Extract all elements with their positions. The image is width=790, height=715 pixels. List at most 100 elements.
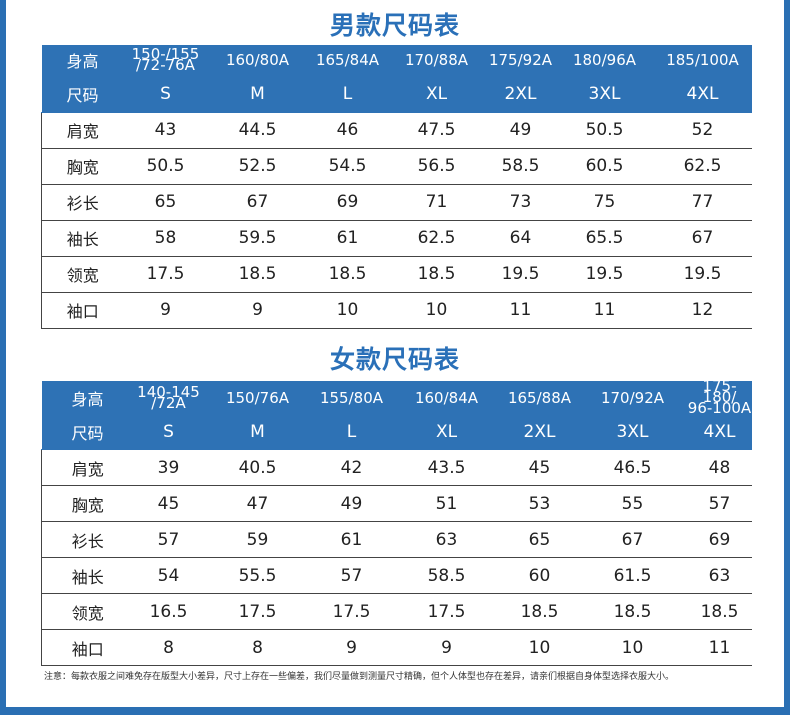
measurement-value: 45 [501, 449, 578, 486]
measurement-value: 9 [391, 629, 502, 666]
height-cell: 150-/155/72-76A [123, 45, 208, 77]
measurement-value: 50.5 [123, 148, 208, 185]
women-size-table: 身高 140-145/72A 150/76A 155/80A 160/84A 165/88… [41, 381, 752, 666]
measurement-value: 45 [133, 485, 204, 522]
measurement-value: 18.5 [577, 593, 688, 630]
measurement-value: 57 [687, 485, 752, 522]
measurement-value: 65 [123, 184, 208, 221]
measurement-value: 49 [311, 485, 392, 522]
measurement-value: 16.5 [133, 593, 204, 630]
height-cell: 170/88A [387, 45, 486, 77]
measurement-value: 60.5 [555, 148, 654, 185]
height-row: 身高 150-/155/72-76A 160/80A 165/84A 170/88A 17… [41, 45, 752, 77]
measurement-value: 59.5 [207, 220, 308, 257]
measurement-label: 袖口 [41, 629, 134, 666]
measurement-value: 17.5 [391, 593, 502, 630]
measurement-value: 69 [687, 521, 752, 558]
measurement-row: 衫长 57 59 61 63 65 67 69 [41, 521, 752, 558]
measurement-row: 领宽 16.5 17.5 17.5 17.5 18.5 18.5 18.5 [41, 593, 752, 630]
measurement-value: 64 [485, 220, 556, 257]
measurement-value: 40.5 [203, 449, 312, 486]
size-cell: L [307, 76, 388, 113]
measurement-row: 袖长 58 59.5 61 62.5 64 65.5 67 [41, 220, 752, 257]
measurement-value: 44.5 [207, 112, 308, 149]
measurement-row: 袖长 54 55.5 57 58.5 60 61.5 63 [41, 557, 752, 594]
measurement-value: 73 [485, 184, 556, 221]
measurement-row: 胸宽 50.5 52.5 54.5 56.5 58.5 60.5 62.5 [41, 148, 752, 185]
measurement-value: 9 [123, 292, 208, 329]
measurement-value: 52 [653, 112, 752, 149]
measurement-row: 衫长 65 67 69 71 73 75 77 [41, 184, 752, 221]
men-size-table: 身高 150-/155/72-76A 160/80A 165/84A 170/88A 17… [41, 45, 752, 329]
height-cell: 170/92A [577, 381, 688, 415]
size-cell: S [133, 414, 204, 450]
measurement-value: 63 [687, 557, 752, 594]
measurement-value: 53 [501, 485, 578, 522]
men-size-chart-title: 男款尺码表 [329, 11, 460, 40]
measurement-value: 50.5 [555, 112, 654, 149]
measurement-value: 11 [687, 629, 752, 666]
height-cell: 140-145/72A [133, 381, 204, 415]
measurement-value: 18.5 [307, 256, 388, 293]
measurement-label: 胸宽 [41, 485, 134, 522]
measurement-value: 69 [307, 184, 388, 221]
women-size-chart-title: 女款尺码表 [329, 345, 460, 374]
measurement-value: 51 [391, 485, 502, 522]
sizing-note: 注意：每款衣服之间难免存在版型大小差异，尺寸上存在一些偏差，我们尽量做到测量尺寸… [44, 672, 675, 682]
measurement-value: 17.5 [123, 256, 208, 293]
measurement-label: 肩宽 [41, 449, 134, 486]
size-cell: M [207, 76, 308, 113]
measurement-value: 56.5 [387, 148, 486, 185]
height-cell: 165/88A [501, 381, 578, 415]
size-row: 尺码 S M L XL 2XL 3XL 4XL [41, 414, 752, 450]
measurement-value: 67 [577, 521, 688, 558]
measurement-value: 47.5 [387, 112, 486, 149]
size-label: 尺码 [41, 414, 134, 450]
measurement-value: 48 [687, 449, 752, 486]
measurement-value: 63 [391, 521, 502, 558]
measurement-value: 11 [555, 292, 654, 329]
size-cell: 3XL [577, 414, 688, 450]
measurement-value: 61 [311, 521, 392, 558]
measurement-value: 39 [133, 449, 204, 486]
measurement-row: 肩宽 43 44.5 46 47.5 49 50.5 52 [41, 112, 752, 149]
measurement-value: 18.5 [387, 256, 486, 293]
measurement-value: 10 [307, 292, 388, 329]
height-cell: 155/80A [311, 381, 392, 415]
measurement-value: 43.5 [391, 449, 502, 486]
measurement-label: 衫长 [41, 521, 134, 558]
size-cell: 2XL [485, 76, 556, 113]
height-cell: 150/76A [203, 381, 312, 415]
measurement-label: 袖长 [41, 220, 124, 257]
measurement-value: 49 [485, 112, 556, 149]
measurement-label: 袖长 [41, 557, 134, 594]
measurement-value: 52.5 [207, 148, 308, 185]
height-cell: 180/96A [555, 45, 654, 77]
size-cell: M [203, 414, 312, 450]
size-cell: 3XL [555, 76, 654, 113]
measurement-label: 领宽 [41, 256, 124, 293]
height-cell: 165/84A [307, 45, 388, 77]
measurement-value: 12 [653, 292, 752, 329]
measurement-value: 11 [485, 292, 556, 329]
measurement-row: 袖口 8 8 9 9 10 10 11 [41, 629, 752, 666]
measurement-value: 9 [207, 292, 308, 329]
size-cell: XL [387, 76, 486, 113]
measurement-value: 67 [653, 220, 752, 257]
measurement-value: 17.5 [203, 593, 312, 630]
measurement-label: 领宽 [41, 593, 134, 630]
measurement-value: 58 [123, 220, 208, 257]
measurement-label: 袖口 [41, 292, 124, 329]
measurement-value: 55.5 [203, 557, 312, 594]
measurement-value: 61 [307, 220, 388, 257]
height-cell: 160/80A [207, 45, 308, 77]
measurement-value: 46 [307, 112, 388, 149]
size-cell: 4XL [687, 414, 752, 450]
height-cell: 175/92A [485, 45, 556, 77]
measurement-value: 57 [133, 521, 204, 558]
measurement-value: 62.5 [653, 148, 752, 185]
measurement-row: 领宽 17.5 18.5 18.5 18.5 19.5 19.5 19.5 [41, 256, 752, 293]
measurement-value: 54.5 [307, 148, 388, 185]
measurement-value: 17.5 [311, 593, 392, 630]
measurement-value: 54 [133, 557, 204, 594]
